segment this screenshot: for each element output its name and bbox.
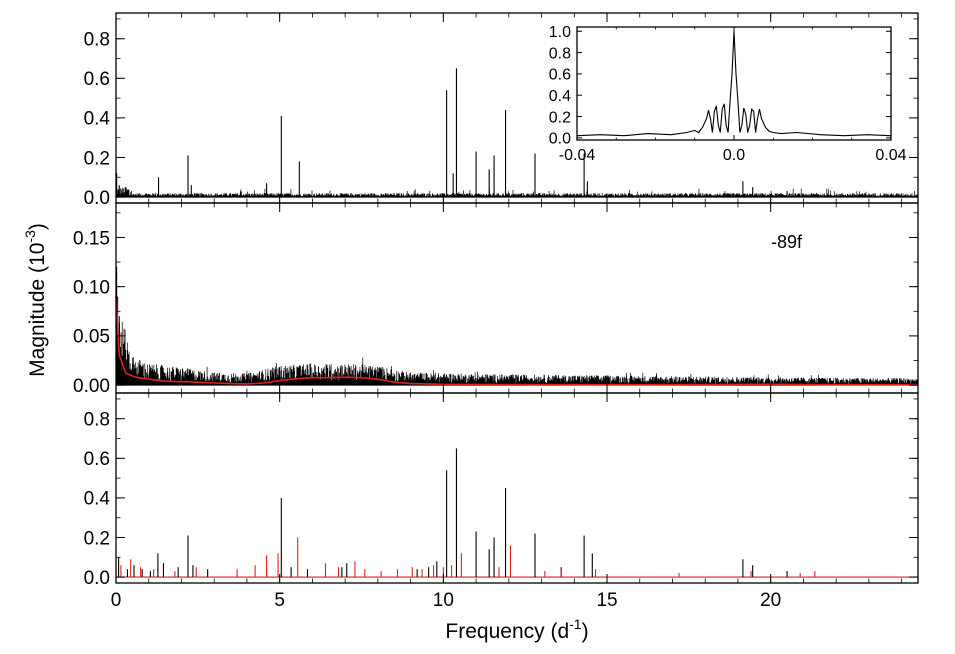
inset-ytick-label: 0.0 <box>549 131 571 148</box>
inset-xtick-label: 0.0 <box>723 147 745 164</box>
bottom-xtick-label: 0 <box>111 590 122 611</box>
bottom-xtick-label: 20 <box>760 590 781 611</box>
bottom-ytick-label: 0.4 <box>84 489 111 510</box>
inset-ytick-label: 0.4 <box>549 88 571 105</box>
bottom-ytick-label: 0.2 <box>84 528 110 549</box>
bottom-xtick-label: 10 <box>433 590 454 611</box>
inset-xtick-label: 0.04 <box>875 147 906 164</box>
inset-ytick-label: 0.2 <box>549 109 571 126</box>
top-ytick-label: 0.8 <box>84 30 110 51</box>
inset-xtick-label: -0.04 <box>559 147 596 164</box>
middle-ytick-label: 0.10 <box>73 278 110 299</box>
top-ytick-label: 0.2 <box>84 148 110 169</box>
x-axis-label-text: Frequency (d <box>445 620 569 643</box>
top-ytick-label: 0.0 <box>84 188 110 209</box>
inset-ytick-label: 1.0 <box>549 24 571 41</box>
inset-ytick-label: 0.8 <box>549 45 571 62</box>
y-axis-label-text: Magnitude (10 <box>26 243 49 377</box>
bottom-xtick-label: 5 <box>274 590 285 611</box>
x-axis-label-exponent: -1 <box>569 616 582 632</box>
middle-ytick-label: 0.00 <box>73 376 110 397</box>
top-panel: 0.0 0.2 0.4 0.6 0.8 <box>84 12 919 209</box>
inset-ytick-label: 0.6 <box>549 67 571 84</box>
top-ytick-label: 0.6 <box>84 69 110 90</box>
inset-panel: 0.00.20.40.60.81.0-0.04 0.0 0.04 <box>549 24 907 164</box>
x-axis-label-close: ) <box>582 620 589 643</box>
x-axis-label: Frequency (d-1) <box>445 616 588 643</box>
middle-red-noise-curve <box>115 296 918 386</box>
y-axis-label-exponent: -3 <box>22 230 38 243</box>
bottom-ytick-label: 0.8 <box>84 410 110 431</box>
y-axis-label-close: ) <box>26 223 49 230</box>
inset-background <box>577 27 891 140</box>
top-ytick-label: 0.4 <box>84 109 111 130</box>
y-axis-label: Magnitude (10-3) <box>22 223 49 377</box>
bottom-ytick-label: 0.6 <box>84 449 110 470</box>
middle-ytick-label: 0.15 <box>73 228 110 249</box>
middle-panel-annotation: -89f <box>771 232 803 252</box>
middle-panel: 0.00 0.05 0.10 0.15 <box>73 202 919 397</box>
bottom-panel: 0.0 0.2 0.4 0.6 0.8 0 5 10 15 20 <box>84 392 919 611</box>
middle-ytick-label: 0.05 <box>73 327 110 348</box>
bottom-frame <box>115 392 919 584</box>
bottom-xtick-label: 15 <box>596 590 617 611</box>
bottom-ytick-label: 0.0 <box>84 568 110 589</box>
